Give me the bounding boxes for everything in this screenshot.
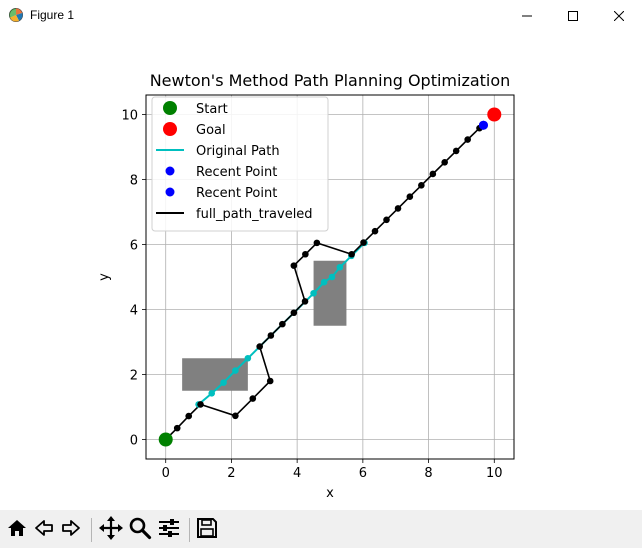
configure-subplots-icon: [157, 516, 181, 544]
minimize-button[interactable]: [504, 0, 550, 31]
original-path-point: [220, 379, 227, 386]
window-titlebar[interactable]: Figure 1: [0, 0, 642, 31]
y-tick-label: 6: [130, 239, 138, 254]
legend-label: Goal: [196, 123, 226, 138]
toolbar-separator: [189, 518, 190, 542]
close-icon: [613, 6, 625, 25]
home-button[interactable]: [4, 517, 30, 543]
path-point: [441, 158, 448, 166]
path-point: [249, 395, 257, 402]
back-button[interactable]: [31, 517, 57, 543]
home-icon: [6, 517, 28, 543]
save-button[interactable]: [194, 517, 220, 543]
path-point: [301, 298, 309, 305]
matplotlib-icon: [8, 7, 24, 23]
full-path-traveled-line: [165, 124, 484, 441]
path-point: [267, 332, 275, 339]
legend-marker-handle: [165, 187, 175, 197]
path-point: [173, 424, 181, 432]
path-point: [290, 309, 298, 317]
path-point: [371, 227, 379, 235]
original-path-point: [336, 263, 344, 271]
path-point: [452, 147, 460, 155]
window-title: Figure 1: [30, 8, 75, 22]
save-icon: [196, 517, 218, 543]
path-point: [429, 170, 437, 178]
y-tick-label: 2: [130, 369, 138, 384]
x-tick-label: 4: [293, 466, 301, 481]
path-point: [348, 250, 355, 258]
path-point: [266, 377, 274, 385]
maximize-icon: [568, 6, 578, 25]
original-path-point: [320, 278, 328, 286]
original-path-point: [208, 390, 216, 397]
original-path-point: [232, 367, 239, 374]
path-point: [360, 239, 367, 246]
original-path-point: [244, 354, 252, 362]
path-point: [232, 412, 239, 420]
path-point: [394, 205, 402, 212]
chart-title: Newton's Method Path Planning Optimizati…: [150, 71, 511, 90]
obstacle-rect: [182, 358, 248, 391]
legend: Start Goal Original Path Recent Point Recent…: [151, 96, 329, 232]
legend-marker-handle: [163, 122, 177, 136]
toolbar-separator: [91, 518, 92, 542]
x-axis-label: x: [326, 486, 334, 501]
path-point: [197, 401, 204, 408]
y-tick-label: 8: [130, 174, 138, 189]
path-point: [302, 250, 309, 258]
obstacle-rect: [313, 260, 347, 326]
y-axis-label: y: [97, 273, 112, 281]
close-button[interactable]: [596, 0, 642, 31]
x-tick-label: 8: [424, 466, 432, 481]
path-point: [464, 136, 471, 143]
y-tick-label: 4: [130, 304, 138, 319]
legend-label: full_path_traveled: [196, 207, 313, 222]
legend-marker-handle: [163, 101, 177, 115]
zoom-button[interactable]: [127, 517, 153, 543]
zoom-icon: [128, 516, 152, 544]
path-point: [383, 216, 390, 224]
maximize-button[interactable]: [550, 0, 596, 31]
chart: 0 2 4 6 8 10 0 2 4 6 8 10 Newton's Method Path Plan…: [97, 71, 515, 501]
forward-icon: [60, 517, 82, 543]
path-point: [313, 239, 321, 247]
figure-canvas[interactable]: 0 2 4 6 8 10 0 2 4 6 8 10 Newton's Method Path Plan…: [0, 31, 642, 510]
path-point: [418, 182, 425, 189]
axes-frame: [145, 94, 515, 460]
navigation-toolbar: [0, 510, 642, 548]
pan-button[interactable]: [98, 516, 124, 544]
path-point: [406, 193, 414, 201]
legend-marker-handle: [165, 166, 175, 176]
forward-button[interactable]: [58, 517, 84, 543]
legend-label: Recent Point: [196, 165, 277, 180]
goal-marker: [487, 107, 502, 122]
minimize-icon: [522, 6, 532, 25]
recent-point-marker: [478, 120, 488, 130]
start-marker: [158, 432, 173, 447]
y-tick-label: 10: [121, 109, 138, 124]
original-path-point: [328, 273, 336, 281]
legend-box: [151, 96, 329, 232]
original-path-point: [310, 289, 317, 297]
legend-label: Original Path: [196, 144, 280, 159]
path-point: [256, 343, 263, 350]
path-point: [290, 262, 298, 269]
path-point: [185, 412, 193, 420]
x-tick-label: 10: [486, 466, 503, 481]
configure-subplots-button[interactable]: [156, 517, 182, 543]
x-tick-label: 0: [162, 466, 170, 481]
pan-icon: [99, 516, 123, 544]
legend-label: Start: [196, 102, 228, 117]
y-tick-label: 0: [130, 434, 138, 449]
back-icon: [33, 517, 55, 543]
x-tick-label: 2: [227, 466, 235, 481]
legend-label: Recent Point: [196, 186, 277, 201]
path-point: [279, 320, 286, 328]
x-tick-label: 6: [359, 466, 367, 481]
